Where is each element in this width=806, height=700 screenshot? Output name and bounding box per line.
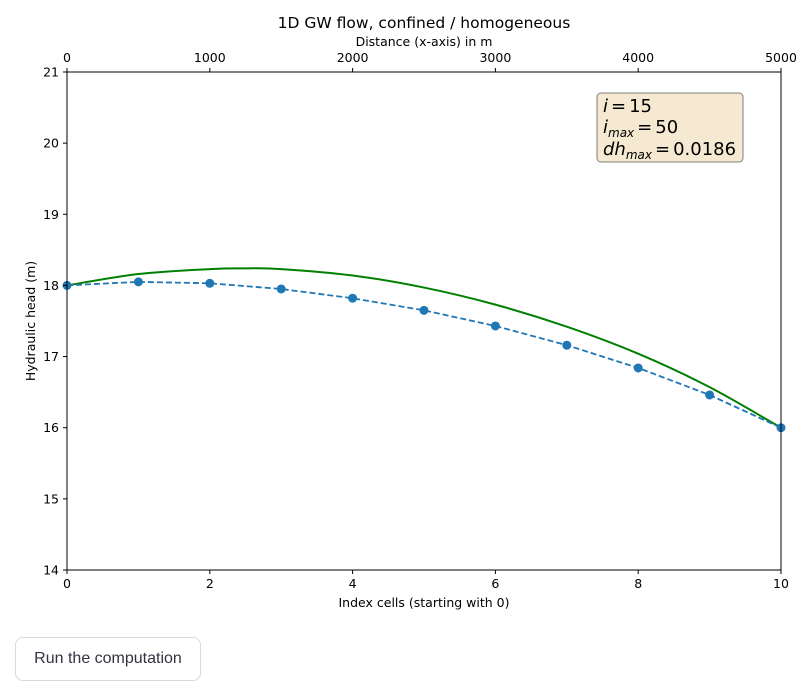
annotation-var: i xyxy=(603,96,608,117)
x-axis-label: Index cells (starting with 0) xyxy=(339,595,510,610)
y-tick-label: 21 xyxy=(43,65,59,80)
numerical-solution-point xyxy=(490,321,500,331)
annotation-box: i = 15 imax = 50 dhmax = 0.0186 xyxy=(596,92,744,163)
y-tick-label: 20 xyxy=(43,136,59,151)
top-x-axis-label: Distance (x-axis) in m xyxy=(356,34,493,49)
numerical-solution-point xyxy=(276,284,286,294)
numerical-solution-point xyxy=(419,305,429,315)
numerical-solution-point xyxy=(562,340,572,350)
y-axis-label: Hydraulic head (m) xyxy=(23,261,38,381)
numerical-solution-point xyxy=(348,293,358,303)
annotation-line-imax: imax = 50 xyxy=(603,117,678,140)
x-tick-label: 10 xyxy=(773,576,789,591)
y-tick-label: 16 xyxy=(43,420,59,435)
analytical-solution-line xyxy=(66,267,782,429)
annotation-line-dhmax: dhmax = 0.0186 xyxy=(603,139,736,162)
annotation-value: 50 xyxy=(655,117,678,138)
annotation-value: 0.0186 xyxy=(673,139,736,160)
top-x-tick-label: 5000 xyxy=(765,50,797,65)
top-x-tick-label: 2000 xyxy=(337,50,369,65)
numerical-solution-point xyxy=(205,278,215,288)
plot-frame xyxy=(66,71,782,571)
x-tick-label: 2 xyxy=(206,576,214,591)
numerical-solution-point xyxy=(633,363,643,373)
y-tick-label: 18 xyxy=(43,278,59,293)
chart-title: 1D GW flow, confined / homogeneous xyxy=(278,14,571,32)
annotation-var: dh xyxy=(603,139,626,160)
annotation-sub: max xyxy=(626,148,653,162)
annotation-line-i: i = 15 xyxy=(603,96,652,117)
top-x-tick-label: 3000 xyxy=(479,50,511,65)
top-x-tick-label: 1000 xyxy=(194,50,226,65)
plot-area xyxy=(62,267,786,433)
numerical-solution-point xyxy=(705,390,715,400)
top-x-tick-label: 0 xyxy=(63,50,71,65)
top-x-tick-label: 4000 xyxy=(622,50,654,65)
x-tick-label: 8 xyxy=(634,576,642,591)
annotation-var: i xyxy=(603,117,608,138)
run-computation-button[interactable]: Run the computation xyxy=(15,637,201,681)
numerical-solution-point xyxy=(133,277,143,287)
y-tick-label: 14 xyxy=(43,563,59,578)
y-tick-label: 17 xyxy=(43,349,59,364)
annotation-sub: max xyxy=(608,126,635,140)
x-tick-label: 4 xyxy=(349,576,357,591)
x-tick-label: 0 xyxy=(63,576,71,591)
chart: 1D GW flow, confined / homogeneous Dista… xyxy=(23,14,797,610)
y-tick-label: 19 xyxy=(43,207,59,222)
annotation-value: 15 xyxy=(629,96,652,117)
annotation-background xyxy=(596,92,744,163)
y-tick-label: 15 xyxy=(43,491,59,506)
numerical-solution-line xyxy=(66,280,782,429)
x-tick-label: 6 xyxy=(491,576,499,591)
